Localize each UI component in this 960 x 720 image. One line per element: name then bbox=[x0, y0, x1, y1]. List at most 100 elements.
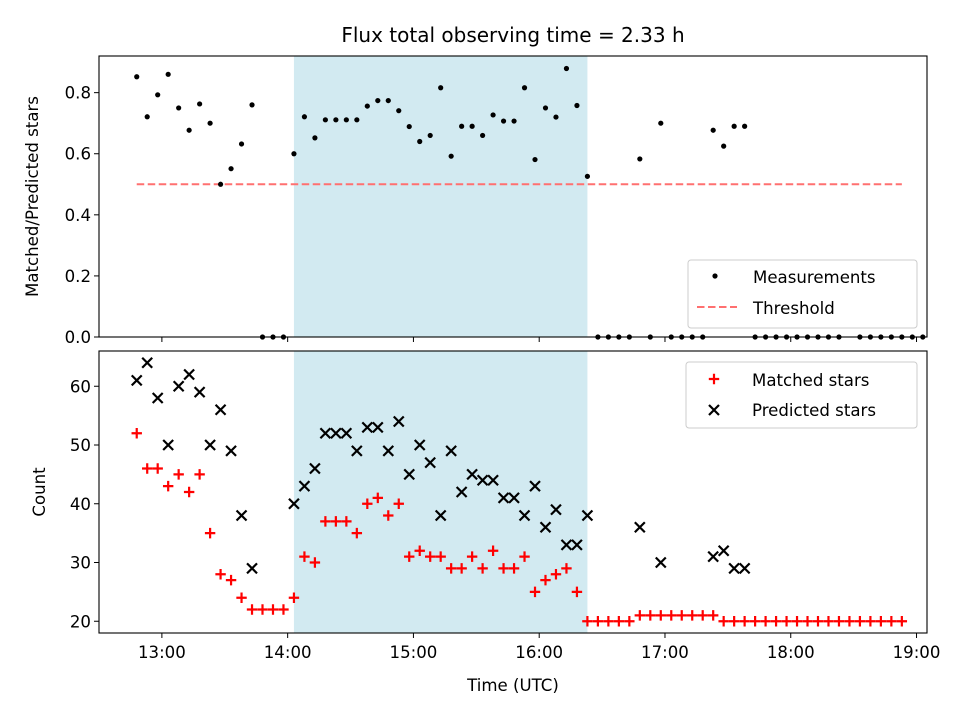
matched-star-point bbox=[603, 616, 614, 627]
legend-marker-measurements bbox=[712, 273, 718, 279]
predicted-star-point bbox=[204, 439, 216, 451]
predicted-star-point bbox=[214, 403, 227, 416]
predicted-star-point bbox=[235, 509, 248, 522]
matched-star-point bbox=[791, 616, 803, 627]
bottom-y-ticks: 20 30 40 50 60 bbox=[70, 377, 99, 631]
measurement-point bbox=[542, 105, 549, 111]
predicted-star-point bbox=[571, 539, 583, 551]
predicted-star-point bbox=[193, 386, 206, 398]
predicted-star-point bbox=[655, 556, 667, 569]
matched-star-point bbox=[341, 516, 352, 527]
matched-star-point bbox=[414, 545, 425, 556]
measurement-points bbox=[134, 65, 926, 340]
measurement-point bbox=[197, 101, 203, 107]
y-tick-label: 0.2 bbox=[65, 267, 91, 286]
matched-star-point bbox=[802, 616, 813, 627]
matched-star-point bbox=[362, 498, 373, 509]
matched-star-point bbox=[655, 610, 666, 621]
matched-star-point bbox=[519, 551, 530, 562]
measurement-point bbox=[574, 102, 580, 109]
measurement-point bbox=[721, 143, 727, 149]
matched-star-point bbox=[812, 616, 824, 627]
measurement-point bbox=[312, 135, 318, 141]
measurement-point bbox=[532, 156, 538, 163]
legend-label-matched: Matched stars bbox=[752, 371, 869, 390]
measurement-point bbox=[207, 120, 213, 126]
matched-star-point bbox=[393, 498, 404, 509]
matched-star-point bbox=[707, 610, 719, 621]
bottom-legend: Matched stars Predicted stars bbox=[685, 361, 918, 429]
measurement-point bbox=[322, 117, 328, 123]
predicted-star-point bbox=[183, 368, 195, 381]
matched-star-point bbox=[592, 616, 604, 627]
matched-star-point bbox=[540, 574, 551, 586]
matched-star-point bbox=[477, 563, 488, 574]
matched-star-point bbox=[896, 616, 908, 627]
matched-star-points bbox=[131, 428, 908, 627]
predicted-star-point bbox=[560, 539, 573, 551]
measurement-point bbox=[291, 151, 297, 157]
measurement-point bbox=[144, 114, 150, 120]
matched-star-point bbox=[246, 604, 258, 615]
predicted-star-point bbox=[634, 521, 646, 534]
predicted-star-point bbox=[476, 474, 489, 487]
observing-window-shade bbox=[293, 351, 588, 633]
top-y-ticks: 0.0 0.2 0.4 0.6 0.8 bbox=[65, 84, 99, 347]
top-y-axis-label: Matched/Predicted stars bbox=[23, 96, 42, 297]
predicted-star-point bbox=[319, 427, 332, 440]
top-x-ticks bbox=[161, 337, 918, 342]
matched-star-point bbox=[697, 610, 708, 621]
predicted-star-point bbox=[424, 456, 436, 469]
predicted-star-point bbox=[162, 439, 174, 451]
predicted-star-point bbox=[372, 421, 384, 434]
matched-star-point bbox=[770, 616, 782, 627]
matched-star-point bbox=[131, 428, 142, 439]
predicted-star-point bbox=[413, 439, 426, 451]
predicted-star-point bbox=[330, 427, 342, 440]
matched-star-point bbox=[372, 492, 383, 504]
legend-label-threshold: Threshold bbox=[752, 299, 835, 318]
predicted-star-point bbox=[728, 562, 740, 575]
predicted-star-point bbox=[361, 421, 374, 434]
matched-star-point bbox=[844, 616, 855, 627]
predicted-star-point bbox=[340, 427, 353, 440]
measurement-point bbox=[448, 153, 454, 159]
bottom-legend-box bbox=[685, 361, 918, 429]
matched-star-point bbox=[278, 604, 289, 615]
predicted-star-point bbox=[392, 415, 405, 428]
y-tick-label: 40 bbox=[70, 495, 91, 514]
measurement-point bbox=[249, 102, 255, 108]
matched-star-point bbox=[183, 486, 195, 498]
legend-label-measurements: Measurements bbox=[753, 268, 876, 287]
matched-star-point bbox=[508, 563, 520, 574]
x-tick-label: 14:00 bbox=[264, 643, 312, 662]
matched-star-point bbox=[749, 616, 761, 627]
matched-star-point bbox=[718, 616, 729, 627]
matched-star-point bbox=[456, 563, 467, 574]
matched-star-point bbox=[728, 616, 740, 627]
matched-star-point bbox=[330, 516, 342, 527]
matched-star-point bbox=[886, 616, 897, 627]
top-legend: Measurements Threshold bbox=[687, 259, 918, 329]
top-panel: 0.00.20.40.60.8 Matched/Predicted stars … bbox=[23, 55, 928, 347]
measurement-point bbox=[553, 114, 559, 120]
matched-star-point bbox=[529, 586, 541, 598]
y-tick-label: 0.4 bbox=[65, 206, 91, 225]
predicted-star-point bbox=[434, 509, 447, 522]
matched-star-point bbox=[833, 616, 845, 627]
y-tick-label: 30 bbox=[70, 554, 91, 573]
matched-star-point bbox=[875, 616, 887, 627]
predicted-star-point bbox=[309, 462, 321, 475]
bottom-panel-frame bbox=[98, 350, 928, 634]
x-tick-label: 17:00 bbox=[641, 643, 689, 662]
x-axis-label: Time (UTC) bbox=[466, 676, 559, 695]
matched-star-point bbox=[854, 616, 866, 627]
predicted-star-point bbox=[487, 474, 499, 487]
legend-label-predicted: Predicted stars bbox=[752, 401, 876, 420]
predicted-star-point bbox=[288, 497, 300, 510]
x-tick-label: 15:00 bbox=[390, 643, 438, 662]
x-tick-label: 16:00 bbox=[515, 643, 563, 662]
matched-star-point bbox=[634, 610, 646, 621]
measurement-point bbox=[186, 127, 192, 133]
matched-star-point bbox=[204, 527, 216, 539]
